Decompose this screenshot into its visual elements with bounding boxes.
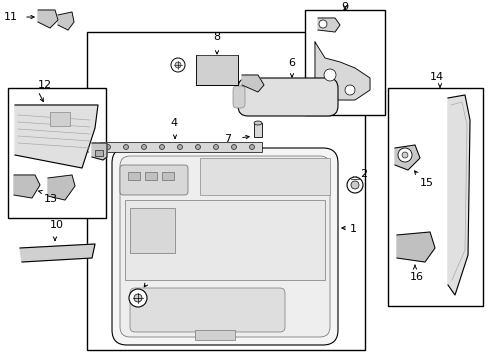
Polygon shape xyxy=(447,95,469,295)
FancyBboxPatch shape xyxy=(120,156,329,337)
Bar xyxy=(145,172,157,180)
Polygon shape xyxy=(314,42,369,100)
Bar xyxy=(387,88,482,306)
Circle shape xyxy=(159,144,164,149)
FancyBboxPatch shape xyxy=(232,86,244,108)
Polygon shape xyxy=(242,75,264,92)
Circle shape xyxy=(397,148,411,162)
Polygon shape xyxy=(15,105,98,168)
Polygon shape xyxy=(396,232,434,262)
Text: 11: 11 xyxy=(4,12,18,22)
Circle shape xyxy=(350,181,358,189)
Circle shape xyxy=(401,152,407,158)
Circle shape xyxy=(175,62,181,68)
Bar xyxy=(162,172,174,180)
Ellipse shape xyxy=(253,121,262,125)
Circle shape xyxy=(345,85,354,95)
Text: 13: 13 xyxy=(44,194,58,204)
Bar xyxy=(50,112,70,126)
Polygon shape xyxy=(92,143,107,160)
Polygon shape xyxy=(14,175,40,198)
Circle shape xyxy=(231,144,236,149)
Text: 16: 16 xyxy=(409,272,423,282)
Bar xyxy=(130,208,175,253)
Circle shape xyxy=(141,144,146,149)
Bar xyxy=(95,150,103,156)
Polygon shape xyxy=(394,145,419,170)
Bar xyxy=(305,10,384,115)
Bar xyxy=(125,200,325,280)
Polygon shape xyxy=(48,175,75,200)
Polygon shape xyxy=(58,12,74,30)
Circle shape xyxy=(195,144,200,149)
Bar xyxy=(200,158,329,195)
FancyBboxPatch shape xyxy=(238,78,337,116)
Polygon shape xyxy=(317,18,339,32)
Circle shape xyxy=(213,144,218,149)
Bar xyxy=(195,330,235,340)
Circle shape xyxy=(318,20,326,28)
Circle shape xyxy=(324,69,335,81)
FancyBboxPatch shape xyxy=(112,148,337,345)
Circle shape xyxy=(129,289,147,307)
Bar xyxy=(100,142,262,152)
Circle shape xyxy=(171,58,184,72)
Text: 9: 9 xyxy=(340,2,347,12)
Text: 1: 1 xyxy=(349,224,356,234)
Circle shape xyxy=(123,144,128,149)
Text: 4: 4 xyxy=(170,118,177,128)
Bar xyxy=(253,123,262,137)
Text: 6: 6 xyxy=(287,58,294,68)
Bar xyxy=(87,32,364,350)
Polygon shape xyxy=(38,10,58,28)
Text: 8: 8 xyxy=(213,32,220,42)
FancyBboxPatch shape xyxy=(130,288,285,332)
Text: 2: 2 xyxy=(359,169,366,179)
Bar xyxy=(8,88,106,218)
Text: 7: 7 xyxy=(224,134,231,144)
Polygon shape xyxy=(20,244,95,262)
Circle shape xyxy=(134,294,142,302)
Circle shape xyxy=(249,144,254,149)
Circle shape xyxy=(346,177,362,193)
Circle shape xyxy=(105,144,110,149)
Text: 14: 14 xyxy=(429,72,443,82)
Circle shape xyxy=(177,144,182,149)
Text: 3: 3 xyxy=(148,265,155,275)
Text: 15: 15 xyxy=(419,178,433,188)
Text: 5: 5 xyxy=(68,148,75,158)
Text: 12: 12 xyxy=(38,80,52,90)
FancyBboxPatch shape xyxy=(120,165,187,195)
Text: 10: 10 xyxy=(50,220,64,230)
Bar xyxy=(128,172,140,180)
Bar xyxy=(196,55,238,85)
